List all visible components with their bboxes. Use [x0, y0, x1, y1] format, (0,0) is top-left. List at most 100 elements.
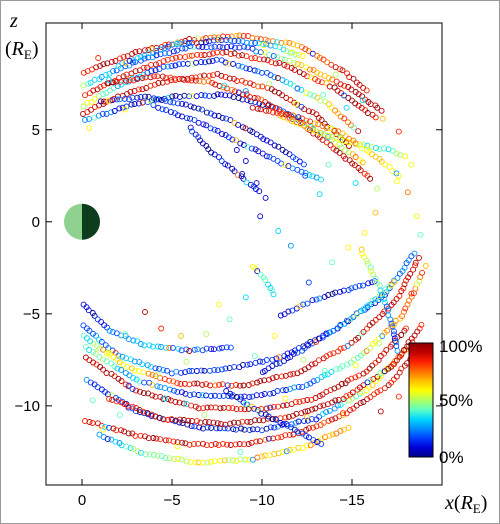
- data-point: [249, 128, 256, 135]
- data-point: [290, 112, 297, 119]
- data-point: [372, 359, 379, 366]
- data-point: [352, 180, 359, 187]
- data-point: [228, 382, 235, 389]
- data-point: [243, 91, 250, 98]
- data-point: [274, 388, 281, 394]
- data-point: [304, 397, 311, 403]
- data-point: [372, 338, 379, 345]
- data-point: [187, 124, 194, 131]
- data-point: [348, 285, 355, 292]
- data-point: [341, 82, 348, 89]
- data-point: [404, 189, 411, 196]
- data-point: [279, 92, 286, 99]
- data-point: [299, 53, 306, 59]
- data-point: [377, 387, 384, 394]
- data-point: [166, 345, 173, 351]
- data-point: [337, 427, 344, 434]
- data-point: [186, 93, 193, 100]
- data-point: [233, 32, 240, 39]
- data-point: [219, 114, 226, 121]
- data-point: [145, 370, 152, 377]
- data-point: [258, 453, 265, 460]
- data-point: [95, 55, 102, 61]
- data-point: [137, 341, 144, 347]
- data-point: [230, 426, 237, 433]
- data-point: [224, 441, 230, 448]
- data-point: [359, 93, 366, 100]
- data-point: [359, 250, 366, 257]
- data-point: [367, 175, 374, 182]
- data-point: [341, 92, 347, 99]
- data-point: [211, 346, 217, 353]
- data-point: [290, 350, 297, 357]
- data-point: [360, 399, 367, 405]
- data-point: [282, 414, 289, 421]
- data-point: [160, 63, 167, 70]
- data-point: [257, 106, 264, 113]
- data-point: [86, 90, 93, 97]
- data-point: [243, 53, 250, 60]
- data-point: [202, 59, 208, 66]
- data-point: [395, 173, 402, 179]
- data-point: [360, 328, 367, 335]
- data-point: [416, 278, 423, 285]
- data-point: [417, 231, 424, 238]
- data-point: [319, 136, 326, 143]
- data-point: [211, 92, 218, 99]
- data-point: [287, 96, 294, 103]
- data-point: [298, 410, 305, 417]
- data-point: [195, 134, 202, 141]
- data-point: [221, 457, 228, 464]
- data-point: [333, 78, 340, 85]
- data-point: [192, 403, 199, 410]
- data-point: [83, 376, 90, 383]
- y-axis: 5 0 −5 −10 z (RE): [5, 10, 442, 415]
- data-point: [139, 86, 146, 93]
- data-point: [270, 403, 277, 410]
- data-point: [390, 321, 397, 328]
- data-point: [337, 113, 344, 120]
- data-point: [269, 416, 276, 423]
- data-point: [169, 55, 176, 62]
- data-point: [165, 437, 172, 444]
- data-point: [170, 438, 177, 445]
- data-point: [199, 140, 206, 147]
- data-point: [99, 110, 106, 117]
- data-point: [374, 104, 381, 111]
- data-point: [86, 419, 93, 425]
- data-point: [228, 86, 235, 93]
- data-point: [269, 38, 276, 45]
- data-point: [236, 382, 243, 389]
- data-point: [229, 405, 236, 412]
- data-point: [164, 63, 171, 70]
- data-point: [242, 401, 249, 407]
- data-point: [209, 79, 216, 86]
- data-point: [262, 452, 268, 459]
- data-point: [255, 148, 262, 155]
- data-point: [348, 375, 355, 382]
- data-point: [118, 81, 125, 88]
- data-point: [350, 405, 357, 412]
- colorbar-label: 50%: [439, 391, 473, 410]
- data-point: [216, 154, 222, 161]
- y-axis-label-unit: (RE): [5, 38, 39, 62]
- data-point: [237, 406, 244, 413]
- data-point: [182, 369, 189, 376]
- data-point: [328, 368, 335, 375]
- data-point: [171, 456, 178, 463]
- data-point: [314, 377, 321, 384]
- data-point: [319, 334, 326, 341]
- data-point: [364, 325, 370, 332]
- data-point: [206, 51, 213, 58]
- data-point: [142, 309, 148, 315]
- data-point: [97, 84, 104, 91]
- data-point: [206, 58, 212, 65]
- data-point: [82, 343, 89, 350]
- data-point: [156, 365, 163, 372]
- data-point: [337, 401, 344, 408]
- data-point: [301, 418, 308, 424]
- data-point: [408, 335, 415, 342]
- data-point: [126, 96, 133, 103]
- data-point: [316, 191, 323, 198]
- data-point: [80, 103, 87, 110]
